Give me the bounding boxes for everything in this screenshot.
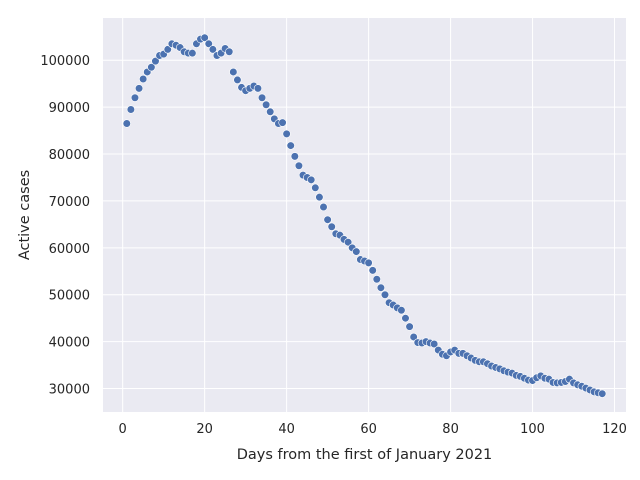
x-tick-label: 0	[119, 422, 127, 437]
data-point	[188, 49, 197, 58]
data-point	[122, 119, 131, 128]
data-point	[380, 290, 390, 299]
data-point	[376, 283, 385, 292]
data-point	[294, 161, 304, 170]
y-tick-label: 80000	[49, 148, 90, 163]
data-points	[122, 33, 607, 398]
data-point	[401, 314, 410, 323]
data-point	[204, 39, 213, 48]
data-point	[372, 275, 381, 284]
data-point	[430, 339, 439, 349]
data-point	[257, 93, 267, 102]
y-tick-label: 30000	[49, 383, 90, 398]
data-point	[315, 193, 324, 202]
data-point	[134, 84, 144, 93]
data-point	[163, 45, 172, 54]
y-tick-label: 50000	[49, 289, 90, 304]
data-point	[200, 33, 209, 42]
grid	[103, 18, 626, 412]
data-point	[151, 57, 160, 66]
data-point	[311, 183, 320, 192]
data-point	[397, 306, 406, 315]
data-point	[290, 152, 299, 161]
y-tick-label: 70000	[49, 195, 90, 210]
y-axis-label: Active cases	[17, 170, 33, 260]
x-axis-label: Days from the first of January 2021	[237, 447, 493, 463]
data-point	[352, 247, 361, 256]
x-tick-label: 20	[196, 422, 213, 437]
x-tick-label: 120	[602, 422, 627, 437]
data-point	[344, 238, 353, 247]
data-point	[225, 47, 234, 56]
y-tick-label: 40000	[49, 336, 90, 351]
y-tick-label: 90000	[49, 101, 90, 116]
data-point	[253, 84, 263, 93]
data-point	[262, 100, 271, 109]
data-point	[266, 107, 275, 116]
x-tick-labels: 0 20 40 60 80 100 120	[119, 422, 627, 437]
data-point	[409, 332, 418, 342]
data-point	[286, 141, 295, 150]
data-point	[139, 74, 148, 84]
data-point	[319, 202, 328, 212]
x-tick-label: 60	[360, 422, 377, 437]
data-point	[282, 129, 291, 138]
y-tick-label: 100000	[40, 54, 90, 69]
y-tick-labels: 30000 40000 50000 60000 70000 80000 90000 10000…	[40, 54, 90, 397]
data-point	[278, 118, 287, 127]
data-point	[208, 45, 217, 54]
data-point	[307, 175, 316, 184]
data-point	[147, 63, 156, 72]
x-tick-label: 100	[520, 422, 545, 437]
x-tick-label: 40	[278, 422, 295, 437]
data-point	[130, 93, 140, 102]
data-point	[368, 266, 377, 275]
data-point	[364, 258, 373, 267]
data-point	[598, 389, 607, 398]
data-point	[233, 75, 242, 85]
data-point	[229, 67, 238, 77]
data-point	[323, 215, 332, 224]
data-point	[405, 322, 414, 331]
y-tick-label: 60000	[49, 242, 90, 257]
plot-area	[103, 18, 626, 412]
data-point	[126, 105, 135, 114]
x-tick-label: 80	[442, 422, 459, 437]
data-point	[327, 222, 336, 231]
